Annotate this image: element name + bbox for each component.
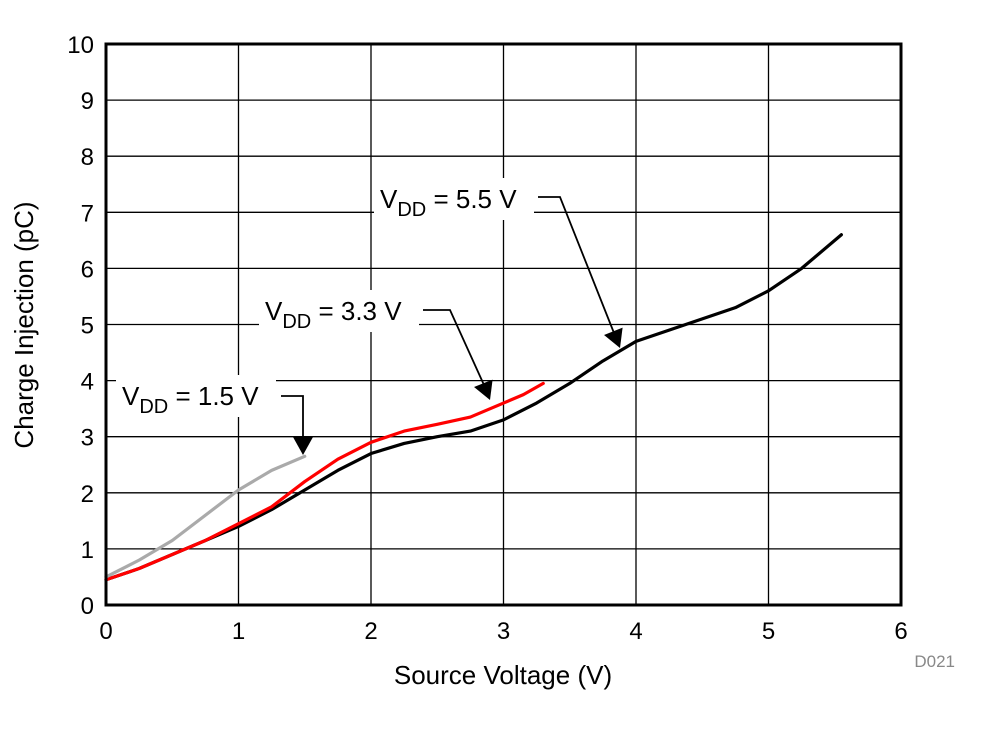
y-tick-label: 3 <box>81 425 94 452</box>
series-line-55 <box>104 233 843 582</box>
arrowhead-icon <box>474 379 493 400</box>
annotation-label: VDD = 5.5 V <box>380 184 517 221</box>
y-tick-label: 7 <box>81 200 94 227</box>
grid <box>105 43 902 606</box>
annotation-15: VDD = 1.5 V <box>116 375 313 455</box>
x-tick-label: 4 <box>629 618 642 645</box>
y-tick-label: 0 <box>81 593 94 620</box>
figure-id: D021 <box>914 652 955 671</box>
x-tick-labels: 0 1 2 3 4 5 6 <box>99 618 907 645</box>
annotation-55: VDD = 5.5 V <box>374 178 623 348</box>
series-line-33 <box>104 381 545 582</box>
series-line-15 <box>104 454 307 579</box>
x-tick-label: 6 <box>894 618 907 645</box>
y-tick-label: 2 <box>81 481 94 508</box>
annotation-label: VDD = 1.5 V <box>122 381 259 418</box>
arrowhead-icon <box>604 327 623 348</box>
annotation-background <box>374 178 534 220</box>
x-tick-label: 3 <box>497 618 510 645</box>
annotations: VDD = 1.5 V VDD = 3.3 V VDD = 5.5 V <box>116 178 623 455</box>
y-axis-label: Charge Injection (pC) <box>9 201 39 448</box>
annotation-background <box>116 375 276 417</box>
y-tick-labels: 0 1 2 3 4 5 6 7 8 9 10 <box>67 32 94 620</box>
annotation-leader-line <box>538 196 615 334</box>
plot-frame <box>104 42 903 607</box>
y-tick-label: 8 <box>81 144 94 171</box>
y-tick-label: 5 <box>81 313 94 340</box>
x-tick-label: 2 <box>364 618 377 645</box>
y-tick-label: 9 <box>81 88 94 115</box>
y-tick-label: 1 <box>81 537 94 564</box>
y-tick-label: 6 <box>81 256 94 283</box>
x-tick-label: 5 <box>762 618 775 645</box>
arrowhead-icon <box>293 437 313 455</box>
series-lines <box>104 233 843 582</box>
annotation-label: VDD = 3.3 V <box>265 296 402 333</box>
y-tick-label: 10 <box>67 32 94 59</box>
x-axis-label: Source Voltage (V) <box>394 660 612 690</box>
x-tick-label: 1 <box>232 618 245 645</box>
annotation-background <box>259 290 419 332</box>
annotation-leader-line <box>281 395 304 440</box>
annotation-33: VDD = 3.3 V <box>259 290 493 400</box>
y-tick-label: 4 <box>81 369 94 396</box>
annotation-leader-line <box>423 309 485 386</box>
x-tick-label: 0 <box>99 618 112 645</box>
